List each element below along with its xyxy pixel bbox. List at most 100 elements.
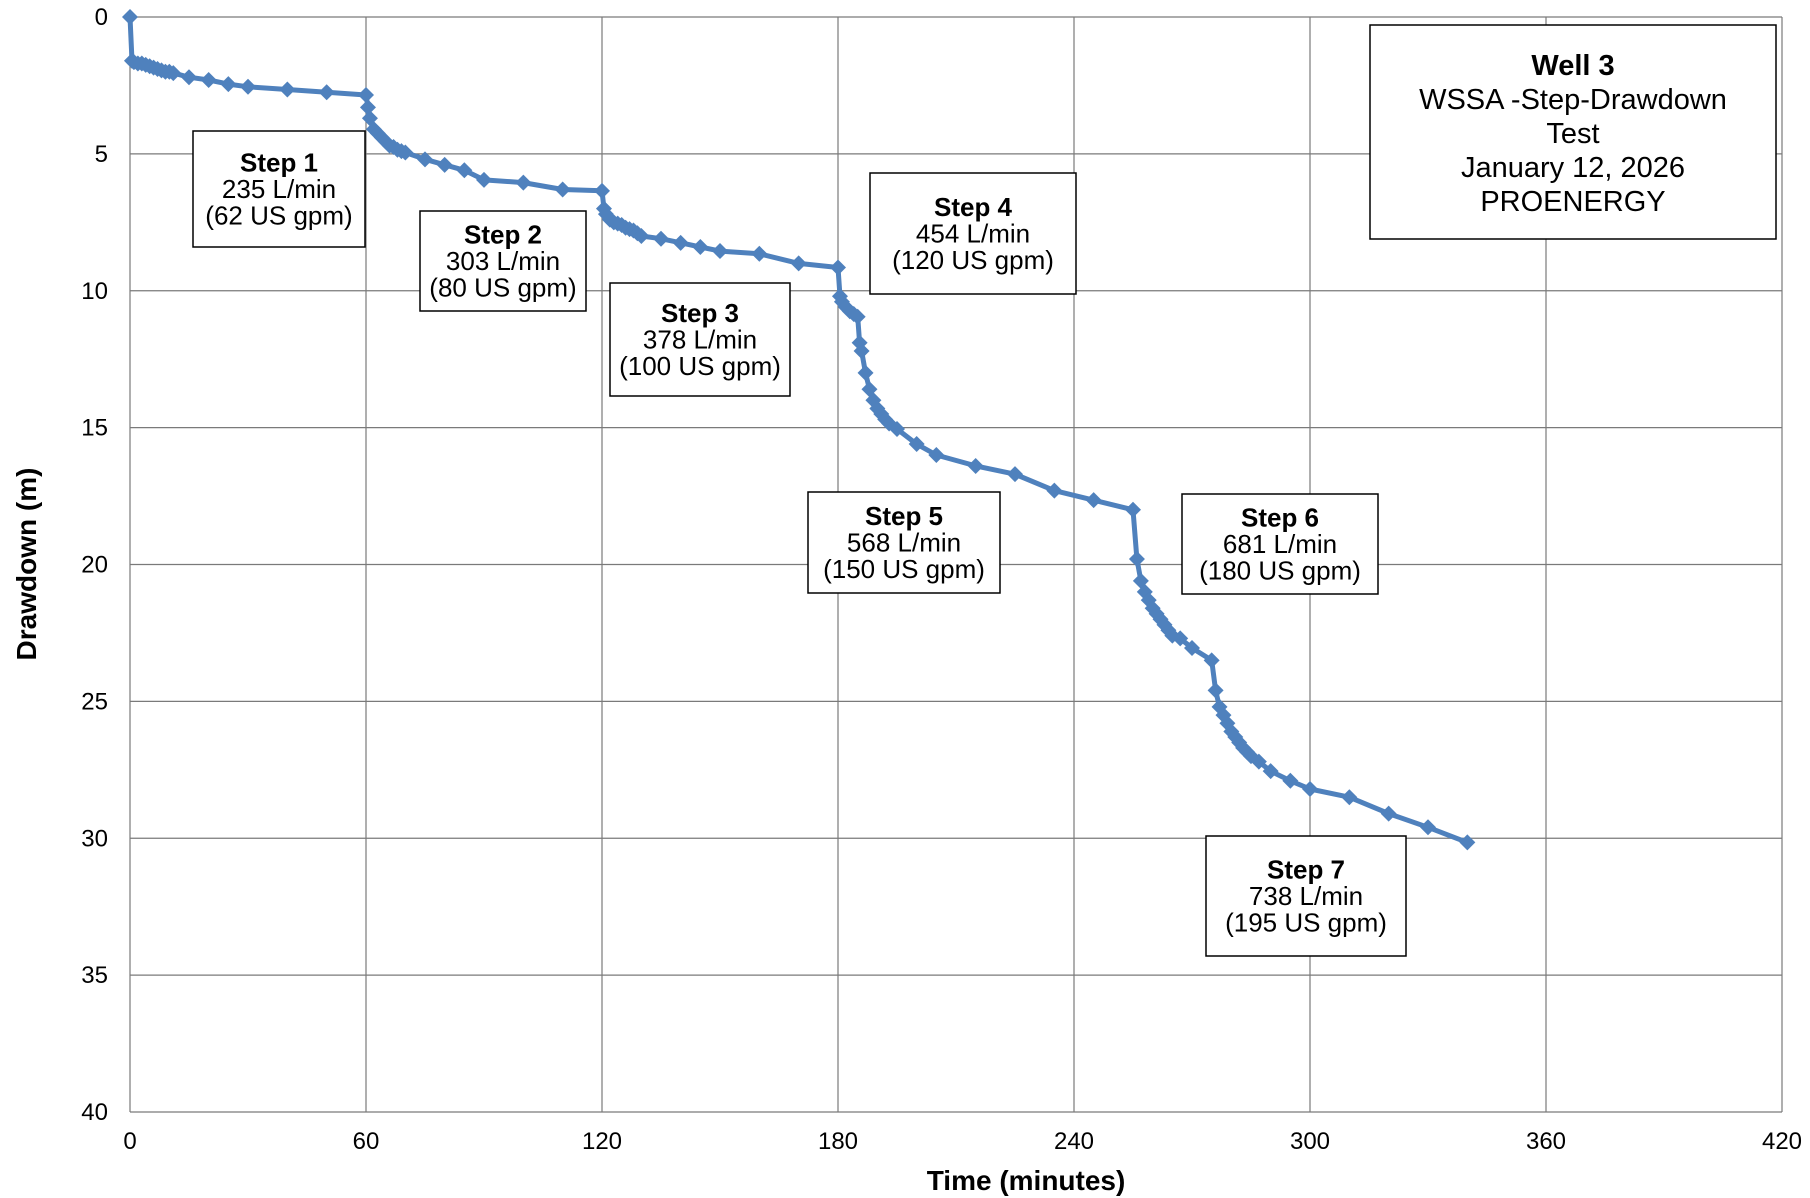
annotation-box	[1205, 835, 1407, 957]
data-point	[857, 364, 874, 381]
annotation-box	[419, 210, 587, 312]
data-point	[1085, 492, 1102, 509]
data-point	[554, 181, 571, 198]
annotation-box	[192, 130, 366, 248]
data-point	[853, 342, 870, 359]
data-point	[692, 238, 709, 255]
y-tick-label: 25	[81, 688, 108, 715]
annotation-box	[1181, 493, 1379, 595]
x-tick-label: 120	[582, 1128, 622, 1155]
data-point	[318, 84, 335, 101]
x-tick-label: 240	[1054, 1128, 1094, 1155]
data-point	[1125, 501, 1141, 518]
annotation-step-label: Step 3	[661, 298, 739, 328]
y-tick-label: 40	[81, 1099, 108, 1126]
data-point	[515, 174, 532, 191]
annotation-rate-lpm: 568 L/min	[847, 528, 961, 558]
data-point	[1341, 789, 1358, 806]
data-point	[1380, 805, 1397, 822]
data-point	[751, 245, 768, 262]
annotation-rate-gpm: (120 US gpm)	[892, 245, 1054, 275]
data-point	[436, 156, 453, 173]
data-point	[1203, 652, 1220, 669]
annotation-rate-gpm: (150 US gpm)	[823, 554, 985, 584]
annotation-rate-gpm: (195 US gpm)	[1225, 908, 1387, 938]
annotation-step-label: Step 4	[934, 192, 1013, 222]
y-tick-label: 5	[95, 141, 108, 168]
title-box-frame	[1369, 24, 1777, 240]
annotation-rate-lpm: 235 L/min	[222, 174, 336, 204]
annotation-rate-lpm: 378 L/min	[643, 325, 757, 355]
y-tick-label: 10	[81, 278, 108, 305]
data-point	[456, 162, 473, 179]
annotation-rate-lpm: 454 L/min	[916, 219, 1030, 249]
x-tick-label: 300	[1290, 1128, 1330, 1155]
annotation-rate-gpm: (62 US gpm)	[205, 201, 352, 231]
y-tick-label: 0	[95, 4, 108, 31]
chart-title-line: PROENERGY	[1480, 186, 1665, 218]
drawdown-series	[122, 9, 1476, 851]
x-axis-title: Time (minutes)	[927, 1165, 1126, 1196]
annotation-rate-lpm: 303 L/min	[446, 246, 560, 276]
data-point	[476, 171, 492, 188]
x-tick-label: 180	[818, 1128, 858, 1155]
chart-title-line: January 12, 2026	[1461, 152, 1685, 184]
annotation-step-label: Step 2	[464, 220, 542, 250]
data-point	[1207, 682, 1224, 699]
y-tick-label: 20	[81, 552, 108, 579]
y-tick-label: 30	[81, 825, 108, 852]
data-point	[633, 228, 650, 244]
data-point	[790, 255, 807, 272]
x-tick-label: 360	[1526, 1128, 1566, 1155]
data-point	[908, 436, 925, 453]
data-point	[397, 144, 414, 161]
data-point	[889, 420, 905, 437]
data-point	[359, 99, 376, 116]
data-point	[358, 87, 374, 104]
data-point	[1184, 639, 1200, 656]
data-point	[279, 81, 296, 98]
data-point	[712, 243, 728, 260]
chart-title-line: Test	[1546, 118, 1599, 150]
x-tick-label: 0	[123, 1128, 136, 1155]
data-point	[928, 447, 945, 463]
data-point	[849, 308, 866, 325]
annotation-box	[609, 282, 791, 397]
chart-title-line: WSSA -Step-Drawdown	[1419, 84, 1727, 116]
data-point	[594, 182, 610, 199]
data-point	[1302, 780, 1318, 797]
annotation-step-label: Step 5	[865, 501, 943, 531]
chart-title-line: Well 3	[1531, 50, 1614, 82]
data-point	[653, 230, 669, 247]
data-point	[967, 457, 984, 474]
x-tick-label: 420	[1762, 1128, 1802, 1155]
y-tick-labels: 0 5 10 15 20 25 30 35 40	[81, 4, 108, 1126]
annotation-step-label: Step 6	[1241, 503, 1319, 533]
y-axis-title: Drawdown (m)	[11, 468, 42, 661]
data-point	[1007, 466, 1023, 483]
data-point	[181, 69, 197, 86]
y-tick-label: 15	[81, 415, 108, 442]
annotation-step-label: Step 7	[1267, 855, 1345, 885]
data-point	[830, 259, 846, 276]
data-point	[1282, 772, 1299, 789]
data-point	[200, 71, 217, 88]
data-point	[672, 234, 689, 251]
annotation-rate-lpm: 681 L/min	[1223, 529, 1337, 559]
data-point	[122, 9, 138, 25]
x-tick-labels: 0 60 120 180 240 300 360 420	[123, 1128, 1802, 1155]
annotation-rate-lpm: 738 L/min	[1249, 881, 1363, 911]
y-tick-label: 35	[81, 962, 108, 989]
data-point	[240, 78, 256, 95]
data-point	[165, 65, 182, 82]
